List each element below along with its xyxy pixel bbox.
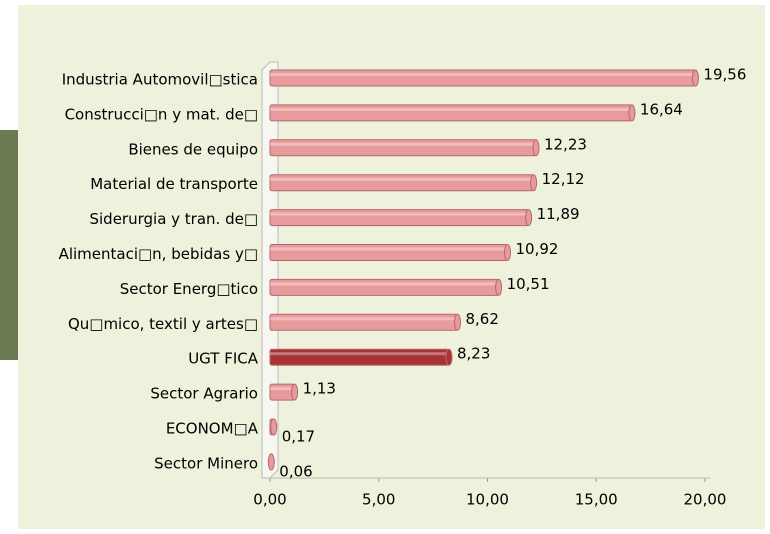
bar (269, 244, 509, 261)
y-tick-label: Material de transporte (90, 175, 258, 193)
y-tick-label: Sector Minero (154, 454, 258, 472)
bar (269, 313, 458, 331)
x-tick-label: 0,00 (253, 491, 286, 509)
bar-cap (530, 174, 538, 192)
bar (269, 139, 537, 157)
value-label: 12,12 (542, 170, 585, 188)
x-tick-label: 5,00 (362, 491, 395, 509)
value-label: 8,23 (457, 345, 490, 363)
bar-cap (525, 209, 533, 227)
bar-cap (628, 104, 636, 122)
bar-highlight (270, 107, 630, 111)
y-tick-label: Sector Energ□tico (120, 280, 258, 298)
side-image-strip (0, 130, 18, 360)
bar-highlight (270, 317, 456, 321)
bar-cap (532, 139, 540, 157)
value-label: 10,51 (507, 275, 550, 293)
bar (269, 69, 696, 87)
y-tick-label: UGT FICA (188, 350, 259, 368)
bar-highlight (270, 73, 694, 76)
bar (269, 174, 535, 192)
value-label: 10,92 (516, 240, 559, 258)
bar-cap (691, 69, 699, 87)
y-tick-label: Sector Agrario (150, 385, 258, 403)
y-tick-label: Siderurgia y tran. de□ (89, 210, 258, 228)
bar (269, 209, 530, 227)
bar-cap (445, 348, 453, 366)
chart-background (18, 5, 765, 529)
x-tick-label: 10,00 (466, 491, 509, 509)
value-label: 0,06 (279, 462, 312, 480)
bar-cap (504, 244, 512, 261)
y-tick-label: ECONOM□A (166, 420, 259, 438)
bar-cap (291, 383, 299, 401)
bar-highlight (270, 212, 527, 216)
bar (269, 383, 296, 401)
bar (269, 278, 500, 296)
x-tick-label: 15,00 (575, 491, 618, 509)
y-tick-label: Alimentaci□n, bebidas y□ (59, 245, 258, 263)
value-label: 1,13 (303, 380, 336, 398)
value-label: 8,62 (465, 310, 498, 328)
bar (269, 348, 450, 366)
bar-highlight (270, 282, 497, 286)
bar-cap (495, 278, 503, 296)
y-tick-label: Qu□mico, textil y artes□ (68, 315, 258, 333)
bar-cap (453, 313, 461, 331)
bar-highlight (270, 142, 535, 146)
y-tick-label: Bienes de equipo (128, 140, 258, 158)
value-label: 19,56 (703, 66, 746, 84)
y-tick-label: Construcci□n y mat. de□ (65, 105, 258, 123)
bar-highlight (270, 247, 506, 251)
x-tick-label: 20,00 (684, 491, 727, 509)
value-label: 12,23 (544, 135, 587, 153)
bar (269, 104, 633, 122)
bar-highlight (270, 352, 448, 356)
bar-highlight (270, 177, 532, 181)
bar-highlight (270, 387, 293, 391)
value-label: 16,64 (640, 100, 683, 118)
value-label: 0,17 (282, 428, 315, 446)
y-tick-label: Industria Automovil□stica (62, 71, 258, 89)
value-label: 11,89 (537, 205, 580, 223)
bar-cap (267, 453, 275, 471)
bar-cap (270, 418, 278, 436)
axis-wall (261, 61, 279, 479)
